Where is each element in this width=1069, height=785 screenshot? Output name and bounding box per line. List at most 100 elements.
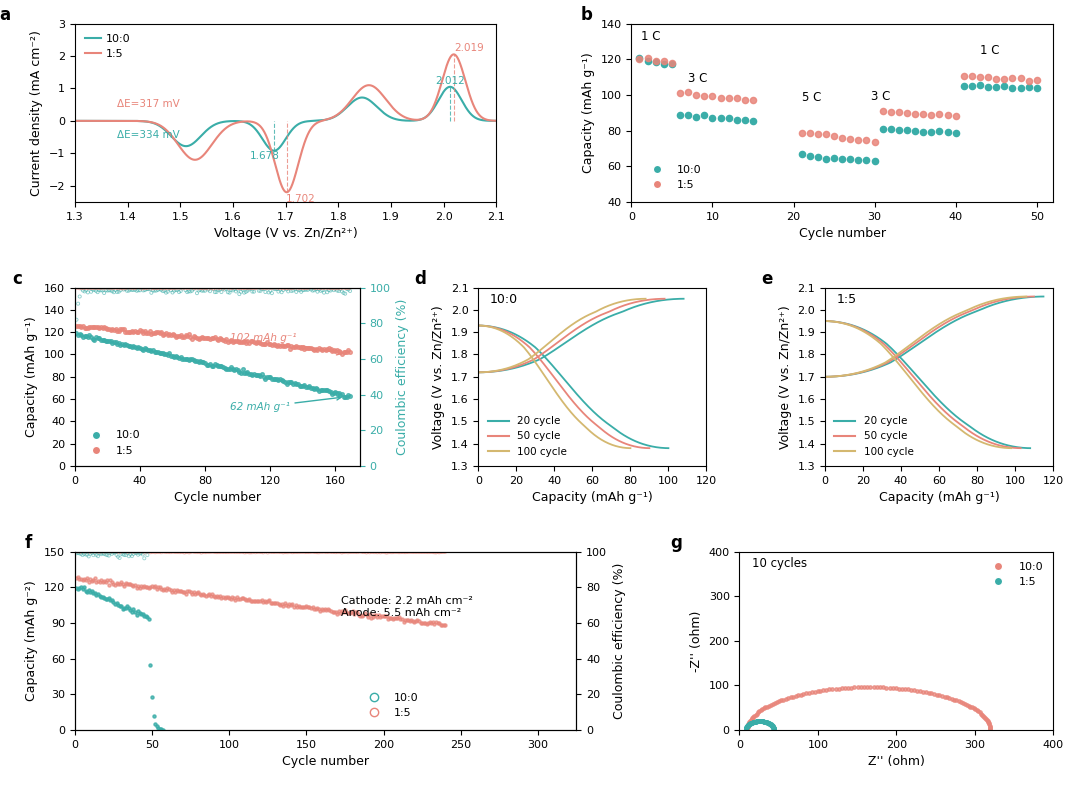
Point — [153, 723, 170, 736]
Point — [765, 723, 783, 736]
Point — [939, 126, 956, 138]
Point — [330, 285, 347, 298]
Point — [290, 283, 307, 296]
Point — [260, 371, 277, 383]
Point — [87, 572, 104, 585]
Point — [742, 714, 759, 726]
Point — [84, 282, 102, 294]
Point — [314, 604, 331, 616]
Point — [91, 322, 108, 334]
Point — [69, 319, 87, 332]
Point — [102, 593, 119, 606]
Point — [923, 687, 940, 699]
Point — [745, 716, 762, 728]
Point — [311, 385, 328, 397]
Point — [923, 108, 940, 121]
Point — [355, 608, 372, 621]
Point — [928, 688, 945, 701]
Point — [322, 284, 339, 297]
Point — [327, 606, 344, 619]
Point — [744, 716, 761, 728]
Point — [246, 286, 263, 298]
Point — [223, 591, 241, 604]
Point — [882, 122, 899, 135]
Point — [229, 363, 246, 376]
Point — [97, 548, 114, 560]
Point — [386, 612, 403, 625]
Point — [162, 349, 180, 362]
Point — [980, 717, 997, 729]
Point — [133, 283, 150, 295]
10:0 — [490, 116, 502, 126]
Point — [389, 546, 406, 558]
Point — [204, 283, 221, 295]
Point — [639, 51, 656, 64]
Point — [73, 283, 90, 295]
Point — [92, 282, 109, 294]
Point — [315, 287, 332, 299]
Point — [156, 282, 173, 294]
Point — [216, 362, 233, 374]
Point — [295, 601, 312, 614]
Point — [146, 284, 164, 297]
Point — [273, 598, 290, 611]
Point — [191, 283, 208, 296]
Point — [261, 594, 278, 607]
Point — [272, 546, 289, 558]
Point — [75, 282, 92, 294]
Point — [126, 546, 143, 558]
Point — [378, 610, 396, 623]
Point — [86, 282, 103, 294]
Legend: 10:0, 1:5: 10:0, 1:5 — [80, 29, 135, 64]
Point — [175, 330, 192, 343]
Point — [199, 589, 216, 601]
Point — [154, 285, 171, 298]
Point — [806, 685, 823, 698]
Point — [107, 546, 124, 558]
Point — [184, 333, 201, 345]
Point — [121, 546, 138, 558]
Point — [933, 689, 950, 702]
Point — [129, 341, 146, 354]
Point — [743, 717, 760, 729]
Point — [337, 282, 354, 294]
Point — [915, 108, 932, 120]
Point — [404, 615, 421, 628]
Point — [216, 334, 233, 347]
Point — [210, 546, 227, 558]
Point — [247, 282, 264, 294]
Point — [307, 546, 324, 558]
Point — [818, 128, 835, 141]
Point — [286, 341, 304, 353]
Point — [237, 337, 254, 349]
Point — [898, 123, 915, 136]
Point — [745, 716, 762, 728]
Point — [255, 371, 273, 383]
Point — [890, 124, 908, 137]
Point — [159, 328, 176, 341]
Point — [201, 333, 218, 345]
Point — [201, 358, 218, 371]
Point — [250, 595, 267, 608]
Point — [120, 281, 137, 294]
Point — [303, 281, 320, 294]
Point — [293, 341, 310, 354]
Point — [306, 282, 323, 294]
Point — [113, 338, 130, 350]
Text: 3 C: 3 C — [688, 72, 708, 86]
Point — [133, 580, 150, 593]
Point — [335, 546, 352, 558]
Point — [129, 604, 146, 617]
Point — [137, 325, 154, 338]
Point — [421, 546, 438, 558]
Point — [105, 596, 122, 608]
Point — [760, 717, 777, 729]
Point — [328, 284, 345, 297]
Point — [257, 546, 274, 558]
Point — [763, 720, 780, 732]
Point — [142, 546, 159, 559]
Point — [241, 337, 258, 349]
Point — [173, 546, 190, 558]
Point — [307, 342, 324, 355]
Point — [262, 371, 279, 384]
